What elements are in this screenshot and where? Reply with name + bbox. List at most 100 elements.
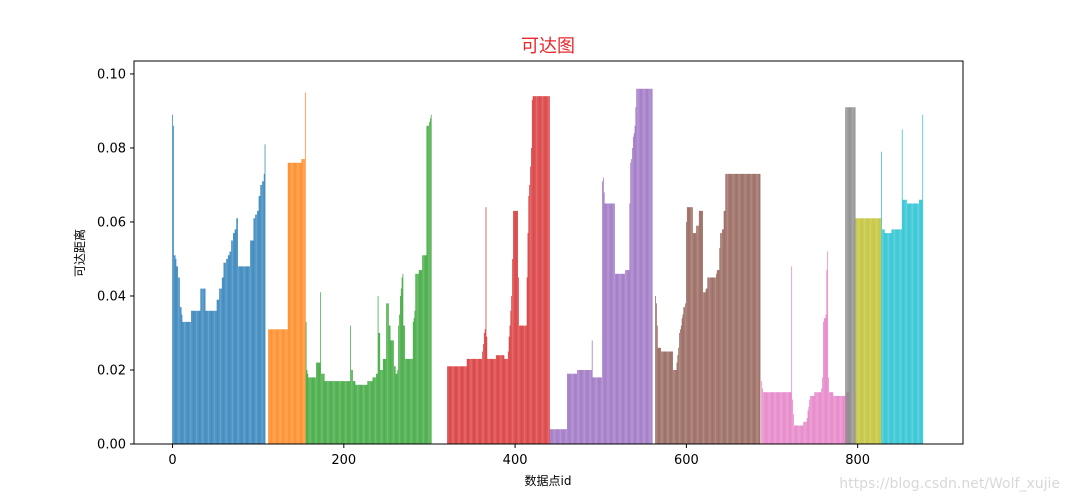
bar-5-94	[735, 173, 737, 444]
bar-5-82	[725, 173, 727, 444]
bar-0-81	[241, 266, 243, 444]
bar-5-99	[739, 173, 741, 444]
bar-4-52	[594, 377, 596, 444]
bar-2-85	[378, 332, 380, 444]
bar-4-109	[643, 88, 644, 444]
bar-6-50	[804, 421, 805, 444]
bar-3-40	[481, 358, 483, 444]
bar-1-31	[294, 162, 296, 444]
bar-3-4	[450, 366, 452, 444]
bar-6-47	[801, 425, 803, 444]
bar-9-6	[886, 233, 888, 444]
bar-2-86	[379, 332, 381, 444]
bar-0-58	[221, 277, 223, 444]
bar-3-94	[527, 233, 529, 444]
bar-4-42	[585, 369, 587, 444]
bar-2-119	[407, 358, 409, 444]
bar-5-45	[693, 233, 695, 444]
bar-2-37	[337, 381, 339, 444]
bar-4-9	[557, 429, 559, 444]
bar-3-30	[472, 358, 474, 444]
bar-0-13	[183, 321, 185, 444]
bar-0-72	[233, 233, 235, 444]
bar-2-92	[384, 358, 386, 444]
bar-5-120	[757, 173, 759, 444]
bar-0-51	[215, 310, 217, 444]
bar-6-65	[817, 392, 818, 444]
bar-5-83	[726, 173, 727, 444]
bar-6-75	[825, 314, 827, 444]
bar-1-26	[290, 162, 292, 444]
bar-3-58	[496, 355, 498, 444]
bar-0-89	[248, 266, 250, 444]
bar-1-8	[274, 329, 276, 444]
bar-0-71	[233, 233, 234, 444]
bar-2-7	[311, 377, 313, 444]
bar-6-16	[775, 392, 776, 444]
bar-4-40	[584, 369, 585, 444]
bar-3-13	[458, 366, 459, 444]
bar-9-19	[897, 229, 899, 444]
bar-8-1	[856, 218, 858, 444]
bar-2-131	[417, 273, 419, 444]
bar-4-72	[611, 203, 613, 444]
bar-4-87	[624, 273, 626, 444]
bar-3-59	[497, 355, 499, 444]
bar-3-87	[521, 325, 523, 444]
bar-8-25	[877, 218, 878, 444]
bar-9-15	[894, 229, 895, 444]
bar-2-45	[344, 381, 346, 444]
bar-5-16	[668, 351, 670, 444]
bar-6-37	[793, 414, 794, 444]
bar-1-1	[268, 329, 270, 444]
bar-0-49	[214, 310, 215, 444]
bar-2-121	[409, 358, 411, 444]
bar-4-4	[553, 429, 554, 444]
bar-2-65	[361, 384, 363, 444]
bar-3-6	[452, 366, 453, 444]
bar-8-21	[873, 218, 875, 444]
bar-2-49	[347, 381, 349, 444]
bar-0-105	[262, 181, 263, 445]
bar-2-139	[424, 255, 426, 444]
bar-3-78	[513, 210, 515, 444]
bar-2-91	[383, 358, 385, 444]
bar-6-62	[814, 392, 816, 444]
bar-0-14	[184, 321, 185, 444]
bar-8-29	[880, 218, 882, 444]
bar-7-8	[852, 107, 853, 444]
bar-3-16	[460, 366, 462, 444]
bar-0-94	[252, 240, 254, 444]
bar-4-85	[622, 273, 624, 444]
bar-5-91	[733, 173, 734, 444]
bar-0-80	[240, 266, 242, 444]
bar-0-64	[227, 258, 228, 444]
bar-2-120	[408, 358, 410, 444]
bar-6-77	[827, 251, 829, 444]
bar-0-97	[255, 214, 256, 444]
bar-2-93	[385, 358, 387, 444]
bar-7-5	[849, 107, 851, 444]
bar-5-6	[660, 347, 662, 444]
bar-0-63	[226, 258, 227, 444]
bar-4-89	[626, 270, 627, 444]
bar-0-101	[258, 196, 260, 444]
bar-6-6	[766, 392, 768, 444]
bar-2-100	[391, 340, 393, 444]
bar-4-74	[613, 203, 614, 444]
bar-6-64	[816, 392, 817, 444]
bar-9-41	[916, 203, 918, 444]
bar-5-85	[728, 173, 729, 444]
bar-1-43	[304, 92, 306, 445]
bar-4-81	[619, 273, 620, 444]
bar-9-16	[895, 229, 896, 444]
bar-5-8	[662, 351, 663, 444]
bar-3-10	[455, 366, 457, 444]
bar-6-49	[803, 421, 805, 444]
bar-2-136	[422, 255, 423, 444]
bar-4-88	[625, 270, 626, 444]
bar-3-25	[468, 358, 470, 444]
bar-5-17	[669, 351, 671, 444]
bar-3-8	[453, 366, 455, 444]
bar-2-30	[331, 381, 333, 444]
